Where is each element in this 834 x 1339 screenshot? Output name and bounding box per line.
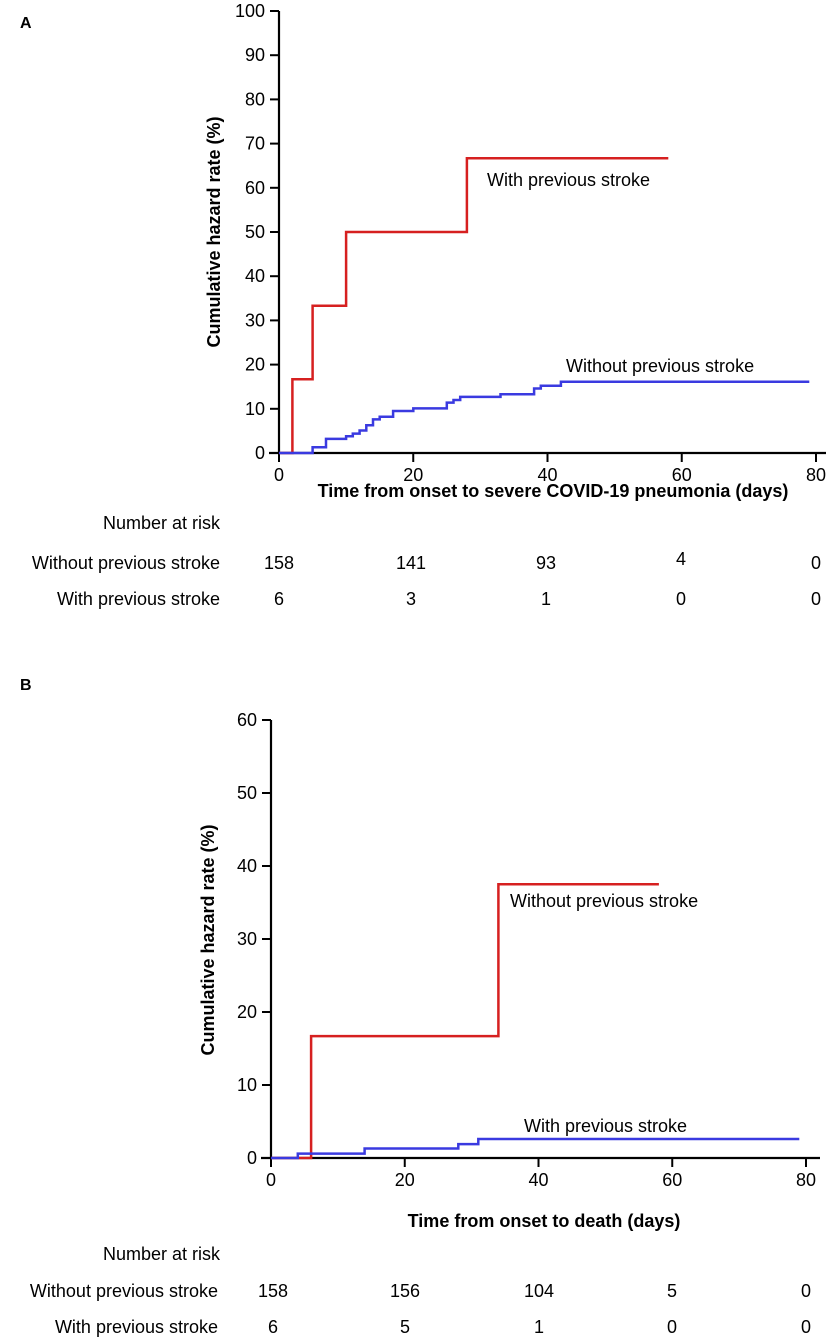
panel-b-risk-value: 104 [524,1281,554,1301]
panel-b-risk-table: Number at risk Without previous stroke W… [30,1244,811,1337]
panel-b-risk-value: 0 [801,1317,811,1337]
panel-a-risk-value: 0 [676,589,686,609]
panel-a-y-tick-label: 10 [245,399,265,419]
panel-a-y-tick-label: 40 [245,266,265,286]
panel-b-risk-value: 5 [400,1317,410,1337]
panel-b-x-tick-label: 20 [395,1170,415,1190]
panel-a-y-tick-label: 50 [245,222,265,242]
panel-b-risk-value: 6 [268,1317,278,1337]
panel-b-y-tick-label: 10 [237,1075,257,1095]
panel-b-x-tick-label: 60 [662,1170,682,1190]
panel-b-risk-value: 158 [258,1281,288,1301]
panel-a-risk-row-label: With previous stroke [57,589,220,609]
panel-a-label: A [20,15,32,32]
panel-a-x-axis-title: Time from onset to severe COVID-19 pneum… [318,481,789,501]
panel-b-y-tick-label: 50 [237,783,257,803]
panel-b-x-tick-label: 80 [796,1170,816,1190]
panel-a-y-tick-label: 0 [255,443,265,463]
panel-a-blue-curve-label: Without previous stroke [566,356,754,376]
panel-b-axes: 0 10 20 30 40 50 60 0 20 40 60 80 [237,710,820,1190]
panel-a-y-tick-label: 70 [245,134,265,154]
panel-a-x-tick-label: 0 [274,465,284,485]
panel-b-risk-value: 5 [667,1281,677,1301]
panel-b-x-axis-title: Time from onset to death (days) [408,1211,681,1231]
panel-b-red-curve-label: Without previous stroke [510,891,698,911]
panel-a-y-tick-label: 30 [245,310,265,330]
panel-a-y-axis-title: Cumulative hazard rate (%) [204,116,224,347]
panel-a-y-tick-label: 100 [235,1,265,21]
panel-b-y-tick-label: 40 [237,856,257,876]
panel-a-red-curve [279,156,669,455]
panel-b-risk-value: 0 [801,1281,811,1301]
panel-a-risk-table: Number at risk Without previous stroke W… [32,513,821,609]
panel-a-y-tick-label: 20 [245,355,265,375]
panel-a-blue-curve [279,380,810,455]
panel-b-risk-value: 1 [534,1317,544,1337]
panel-a-risk-row-label: Without previous stroke [32,553,220,573]
panel-b-y-axis-title: Cumulative hazard rate (%) [198,824,218,1055]
panel-b-blue-curve [271,1137,800,1160]
panel-a-risk-value: 0 [811,553,821,573]
panel-b-blue-curve-label: With previous stroke [524,1116,687,1136]
panel-a-risk-value: 4 [676,549,686,569]
panel-b-y-tick-label: 60 [237,710,257,730]
panel-b-y-tick-label: 20 [237,1002,257,1022]
panel-a-x-tick-label: 80 [806,465,826,485]
panel-a-y-tick-label: 90 [245,45,265,65]
panel-a-risk-value: 3 [406,589,416,609]
panel-a-red-curve-label: With previous stroke [487,170,650,190]
panel-a-risk-value: 0 [811,589,821,609]
panel-a-risk-value: 141 [396,553,426,573]
panel-b-risk-value: 156 [390,1281,420,1301]
panel-a-axes: 0 10 20 30 40 50 60 70 80 90 100 0 20 40 60 80 [235,1,826,485]
panel-b-y-tick-label: 0 [247,1148,257,1168]
panel-b-x-tick-label: 40 [528,1170,548,1190]
panel-a-x-tick-label: 20 [403,465,423,485]
panel-a-risk-title: Number at risk [103,513,221,533]
panel-b-y-tick-label: 30 [237,929,257,949]
panel-a-risk-value: 6 [274,589,284,609]
panel-b-label: B [20,677,32,694]
panel-b-risk-title: Number at risk [103,1244,221,1264]
panel-a-curves [279,156,810,455]
panel-a-x-tick-label: 60 [672,465,692,485]
panel-b-curves [271,883,800,1160]
panel-a-y-tick-label: 80 [245,89,265,109]
panel-b-risk-row-label: With previous stroke [55,1317,218,1337]
panel-a-risk-value: 93 [536,553,556,573]
panel-b-red-curve [271,883,659,1160]
panel-a-x-tick-label: 40 [537,465,557,485]
panel-b-x-tick-label: 0 [266,1170,276,1190]
panel-a-risk-value: 1 [541,589,551,609]
panel-b-risk-value: 0 [667,1317,677,1337]
panel-a-y-tick-label: 60 [245,178,265,198]
panel-a-risk-value: 158 [264,553,294,573]
panel-b-risk-row-label: Without previous stroke [30,1281,218,1301]
